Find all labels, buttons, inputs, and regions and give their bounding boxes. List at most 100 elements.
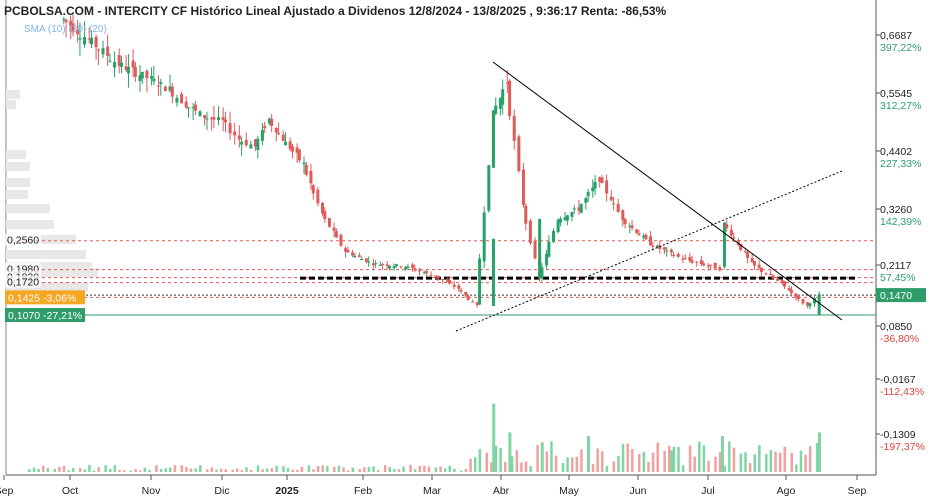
candle-body: [752, 261, 756, 266]
candle-body: [498, 98, 502, 109]
volume-bar: [282, 466, 285, 472]
candle-body: [256, 138, 260, 151]
candle-body: [304, 164, 308, 175]
candle-body: [108, 60, 112, 62]
candle-body: [801, 299, 805, 304]
volume-bar: [270, 468, 274, 472]
volume-profile-bar: [6, 220, 54, 229]
volume-bar: [300, 466, 304, 472]
volume-bar: [291, 469, 294, 472]
volume-bar: [413, 469, 417, 472]
candle-body: [457, 285, 461, 289]
candle-body: [813, 298, 817, 304]
volume-bar: [363, 467, 366, 472]
candle-body: [163, 86, 167, 92]
volume-bar-peak: [670, 450, 674, 472]
candle-body: [780, 280, 784, 283]
candle-body: [540, 267, 544, 278]
candle-body: [267, 118, 271, 124]
candle-body: [212, 117, 216, 120]
candle-body: [387, 265, 391, 269]
candle-body: [436, 275, 440, 279]
volume-bar: [275, 465, 278, 472]
volume-bar: [753, 454, 756, 472]
x-tick-label: Feb: [354, 485, 372, 497]
level-tag-bg: [5, 290, 85, 305]
candle-body: [508, 80, 512, 116]
candle-body: [579, 203, 583, 213]
volume-bar: [575, 456, 579, 472]
candle-body: [505, 82, 509, 84]
volume-bar: [367, 466, 371, 472]
candle-body: [152, 78, 156, 82]
candle-body: [320, 202, 324, 214]
volume-bar: [515, 450, 519, 472]
y-tick-label: 0,3260: [880, 204, 912, 216]
candle-body: [316, 189, 320, 204]
candle-body: [404, 266, 408, 269]
volume-bar: [159, 469, 163, 472]
candle-body: [482, 212, 486, 262]
candle-body: [598, 177, 602, 182]
y-tick-label: 0,0850: [880, 321, 912, 333]
volume-bar: [423, 465, 426, 472]
volume-bar: [605, 466, 609, 472]
candle-body: [138, 75, 142, 81]
volume-bar: [224, 469, 227, 472]
volume-bar: [372, 466, 375, 472]
candle-body: [124, 66, 128, 70]
volume-bar: [570, 457, 574, 472]
volume-profile-bar: [6, 150, 26, 159]
price-levels: [6, 240, 876, 316]
candle-body: [297, 149, 301, 161]
sma-indicator-label: SMA (10) (20) (20): [24, 24, 107, 35]
candle-body: [658, 245, 662, 250]
candle-body: [605, 180, 609, 194]
y-tick-percent: 312,27%: [880, 100, 921, 112]
candle-body: [170, 86, 174, 97]
y-tick-percent: -197,37%: [880, 441, 925, 453]
volume-bar: [795, 464, 798, 472]
volume-bar: [199, 465, 202, 472]
candle-body: [651, 245, 655, 247]
level-tag-bg: [5, 308, 85, 323]
volume-bar: [443, 468, 447, 472]
volume-bar: [464, 469, 468, 472]
volume-bar: [256, 465, 260, 472]
candle-body: [706, 265, 710, 267]
volume-bar: [808, 446, 812, 472]
volume-bar: [783, 446, 787, 472]
candle-body: [586, 191, 590, 197]
candle-body: [240, 141, 244, 145]
candle-body: [635, 229, 639, 233]
volume-bar: [469, 458, 472, 472]
candle-body: [159, 82, 163, 84]
volume-profile-bar: [6, 190, 28, 199]
candle-body: [572, 208, 576, 210]
candle-body: [806, 302, 810, 306]
candle-body: [649, 236, 653, 246]
candle-body: [729, 229, 733, 236]
candle-body: [750, 258, 754, 263]
candle-body: [655, 245, 659, 248]
candle-body: [184, 101, 188, 108]
volume-bar: [651, 452, 655, 472]
volume-bar: [510, 456, 514, 472]
volume-bar: [118, 469, 121, 472]
candle-body: [683, 257, 687, 259]
volume-bar: [326, 466, 329, 472]
candle-body: [281, 134, 285, 141]
candle-body: [616, 204, 620, 212]
volume-bar: [494, 445, 498, 472]
candle-body: [198, 111, 202, 116]
volume-bar: [245, 467, 248, 472]
volume-bar: [164, 468, 167, 472]
volume-bar: [718, 452, 722, 472]
candle-body: [357, 255, 361, 257]
y-tick-percent: -112,43%: [880, 386, 924, 398]
candle-body: [808, 303, 812, 307]
volume-bar: [485, 452, 489, 472]
trendlines: [455, 61, 843, 332]
volume-bar: [219, 468, 223, 472]
volume-bar: [550, 441, 553, 472]
